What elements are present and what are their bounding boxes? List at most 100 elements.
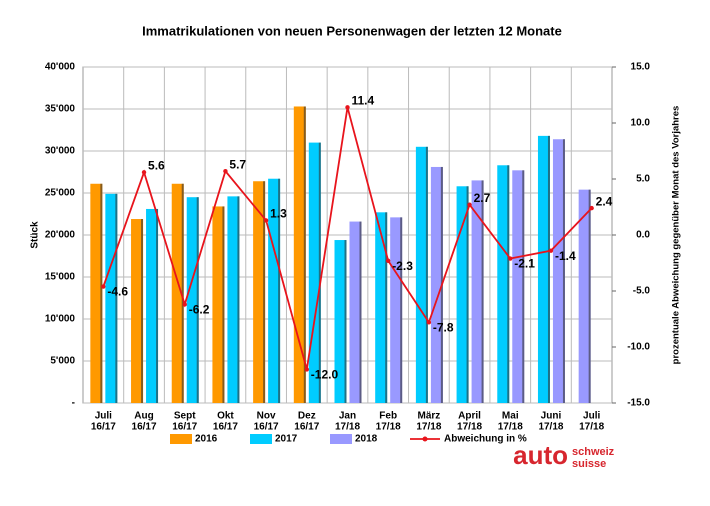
bar-shadow xyxy=(522,170,525,403)
value-label: 5.7 xyxy=(229,157,246,171)
legend-label: 2016 xyxy=(195,434,218,445)
value-label: -7.8 xyxy=(433,321,454,335)
y-tick-label: - xyxy=(72,398,75,409)
x-tick-label: 17/18 xyxy=(376,422,401,433)
bar-shadow xyxy=(588,189,591,403)
line-point xyxy=(467,202,472,207)
y2-tick-label: -5.0 xyxy=(633,286,651,297)
x-tick-label: 17/18 xyxy=(579,422,604,433)
logo-word: auto xyxy=(513,440,568,470)
x-tick-label: Nov xyxy=(257,411,276,422)
x-tick-label: Juli xyxy=(583,411,600,422)
legend-label: 2017 xyxy=(275,434,298,445)
line-point xyxy=(263,218,269,223)
legend-swatch xyxy=(170,434,192,444)
line-point xyxy=(223,168,228,174)
y-tick-label: 20'000 xyxy=(45,230,76,241)
y2-tick-label: 0.0 xyxy=(636,230,650,241)
bar-shadow xyxy=(181,183,184,403)
bar-shadow xyxy=(466,186,469,403)
bar-shadow xyxy=(400,217,403,403)
bar-shadow xyxy=(115,193,118,403)
y2-tick-label: 5.0 xyxy=(636,174,650,185)
x-tick-label: 16/17 xyxy=(254,422,279,433)
value-label: -4.6 xyxy=(107,285,128,299)
x-tick-label: Mai xyxy=(502,411,519,422)
x-tick-label: 17/18 xyxy=(416,422,441,433)
x-tick-label: Juli xyxy=(95,411,112,422)
y-tick-label: 25'000 xyxy=(45,188,76,199)
x-tick-label: April xyxy=(458,411,481,422)
x-tick-label: Sept xyxy=(174,411,196,422)
y-tick-label: 15'000 xyxy=(45,272,76,283)
value-label: 11.4 xyxy=(352,93,375,107)
bar-shadow xyxy=(318,142,321,403)
bar-shadow xyxy=(196,197,199,403)
line-point xyxy=(182,302,187,307)
line-point xyxy=(141,170,147,175)
bar xyxy=(171,183,184,403)
bar xyxy=(90,183,103,403)
bar xyxy=(212,206,225,403)
y-tick-label: 30'000 xyxy=(45,146,76,157)
x-tick-label: 17/18 xyxy=(457,422,482,433)
line-point xyxy=(508,256,513,261)
bar-shadow xyxy=(425,146,428,404)
bar xyxy=(349,221,362,403)
value-label: -6.2 xyxy=(189,303,210,317)
x-tick-label: 16/17 xyxy=(132,422,157,433)
x-tick-label: 17/18 xyxy=(538,422,563,433)
bar xyxy=(375,212,388,403)
legend-swatch xyxy=(250,434,272,444)
bar-shadow xyxy=(562,139,565,404)
line-point xyxy=(345,105,350,110)
value-label: -12.0 xyxy=(311,368,339,382)
bar-shadow xyxy=(278,178,281,403)
y2-tick-label: 10.0 xyxy=(631,118,651,129)
bar xyxy=(131,219,144,403)
legend-swatch xyxy=(330,434,352,444)
logo-line: schweiz xyxy=(572,446,615,458)
legend-label: 2018 xyxy=(355,434,378,445)
line-point xyxy=(426,320,432,325)
line-point xyxy=(589,205,594,211)
bar-shadow xyxy=(547,135,550,403)
bar xyxy=(227,196,240,403)
x-tick-label: Juni xyxy=(541,411,562,422)
y2-tick-label: -10.0 xyxy=(627,342,650,353)
bar-shadow xyxy=(141,219,144,403)
y2-tick-label: 15.0 xyxy=(631,62,651,73)
bar-shadow xyxy=(481,180,484,403)
line-point xyxy=(385,258,391,263)
bar xyxy=(253,181,266,403)
bar-shadow xyxy=(100,183,103,403)
x-tick-label: Dez xyxy=(298,411,316,422)
y2-axis-label: prozentuale Abweichung gegenüber Monat d… xyxy=(671,106,682,365)
bar xyxy=(471,180,484,403)
bar xyxy=(186,197,199,403)
chart-title: Immatrikulationen von neuen Personenwage… xyxy=(142,23,562,38)
bar-shadow xyxy=(359,221,362,403)
bar xyxy=(537,135,550,403)
x-tick-label: März xyxy=(417,411,440,422)
bar xyxy=(105,193,118,403)
x-tick-label: 16/17 xyxy=(294,422,319,433)
bar-shadow xyxy=(237,196,240,403)
bar xyxy=(415,146,428,404)
x-tick-label: 17/18 xyxy=(335,422,360,433)
x-tick-label: Jan xyxy=(339,411,356,422)
bar-shadow xyxy=(507,165,510,403)
bar xyxy=(293,106,306,403)
y-tick-label: 40'000 xyxy=(45,62,76,73)
value-label: -2.1 xyxy=(514,257,535,271)
line-point xyxy=(304,367,310,372)
value-label: 2.4 xyxy=(596,194,613,208)
bar xyxy=(512,170,525,403)
bar-shadow xyxy=(385,212,388,403)
x-tick-label: 17/18 xyxy=(498,422,523,433)
bar xyxy=(497,165,510,403)
value-label: 2.7 xyxy=(474,191,491,205)
value-label: -1.4 xyxy=(555,249,576,263)
bar-shadow xyxy=(222,206,225,403)
